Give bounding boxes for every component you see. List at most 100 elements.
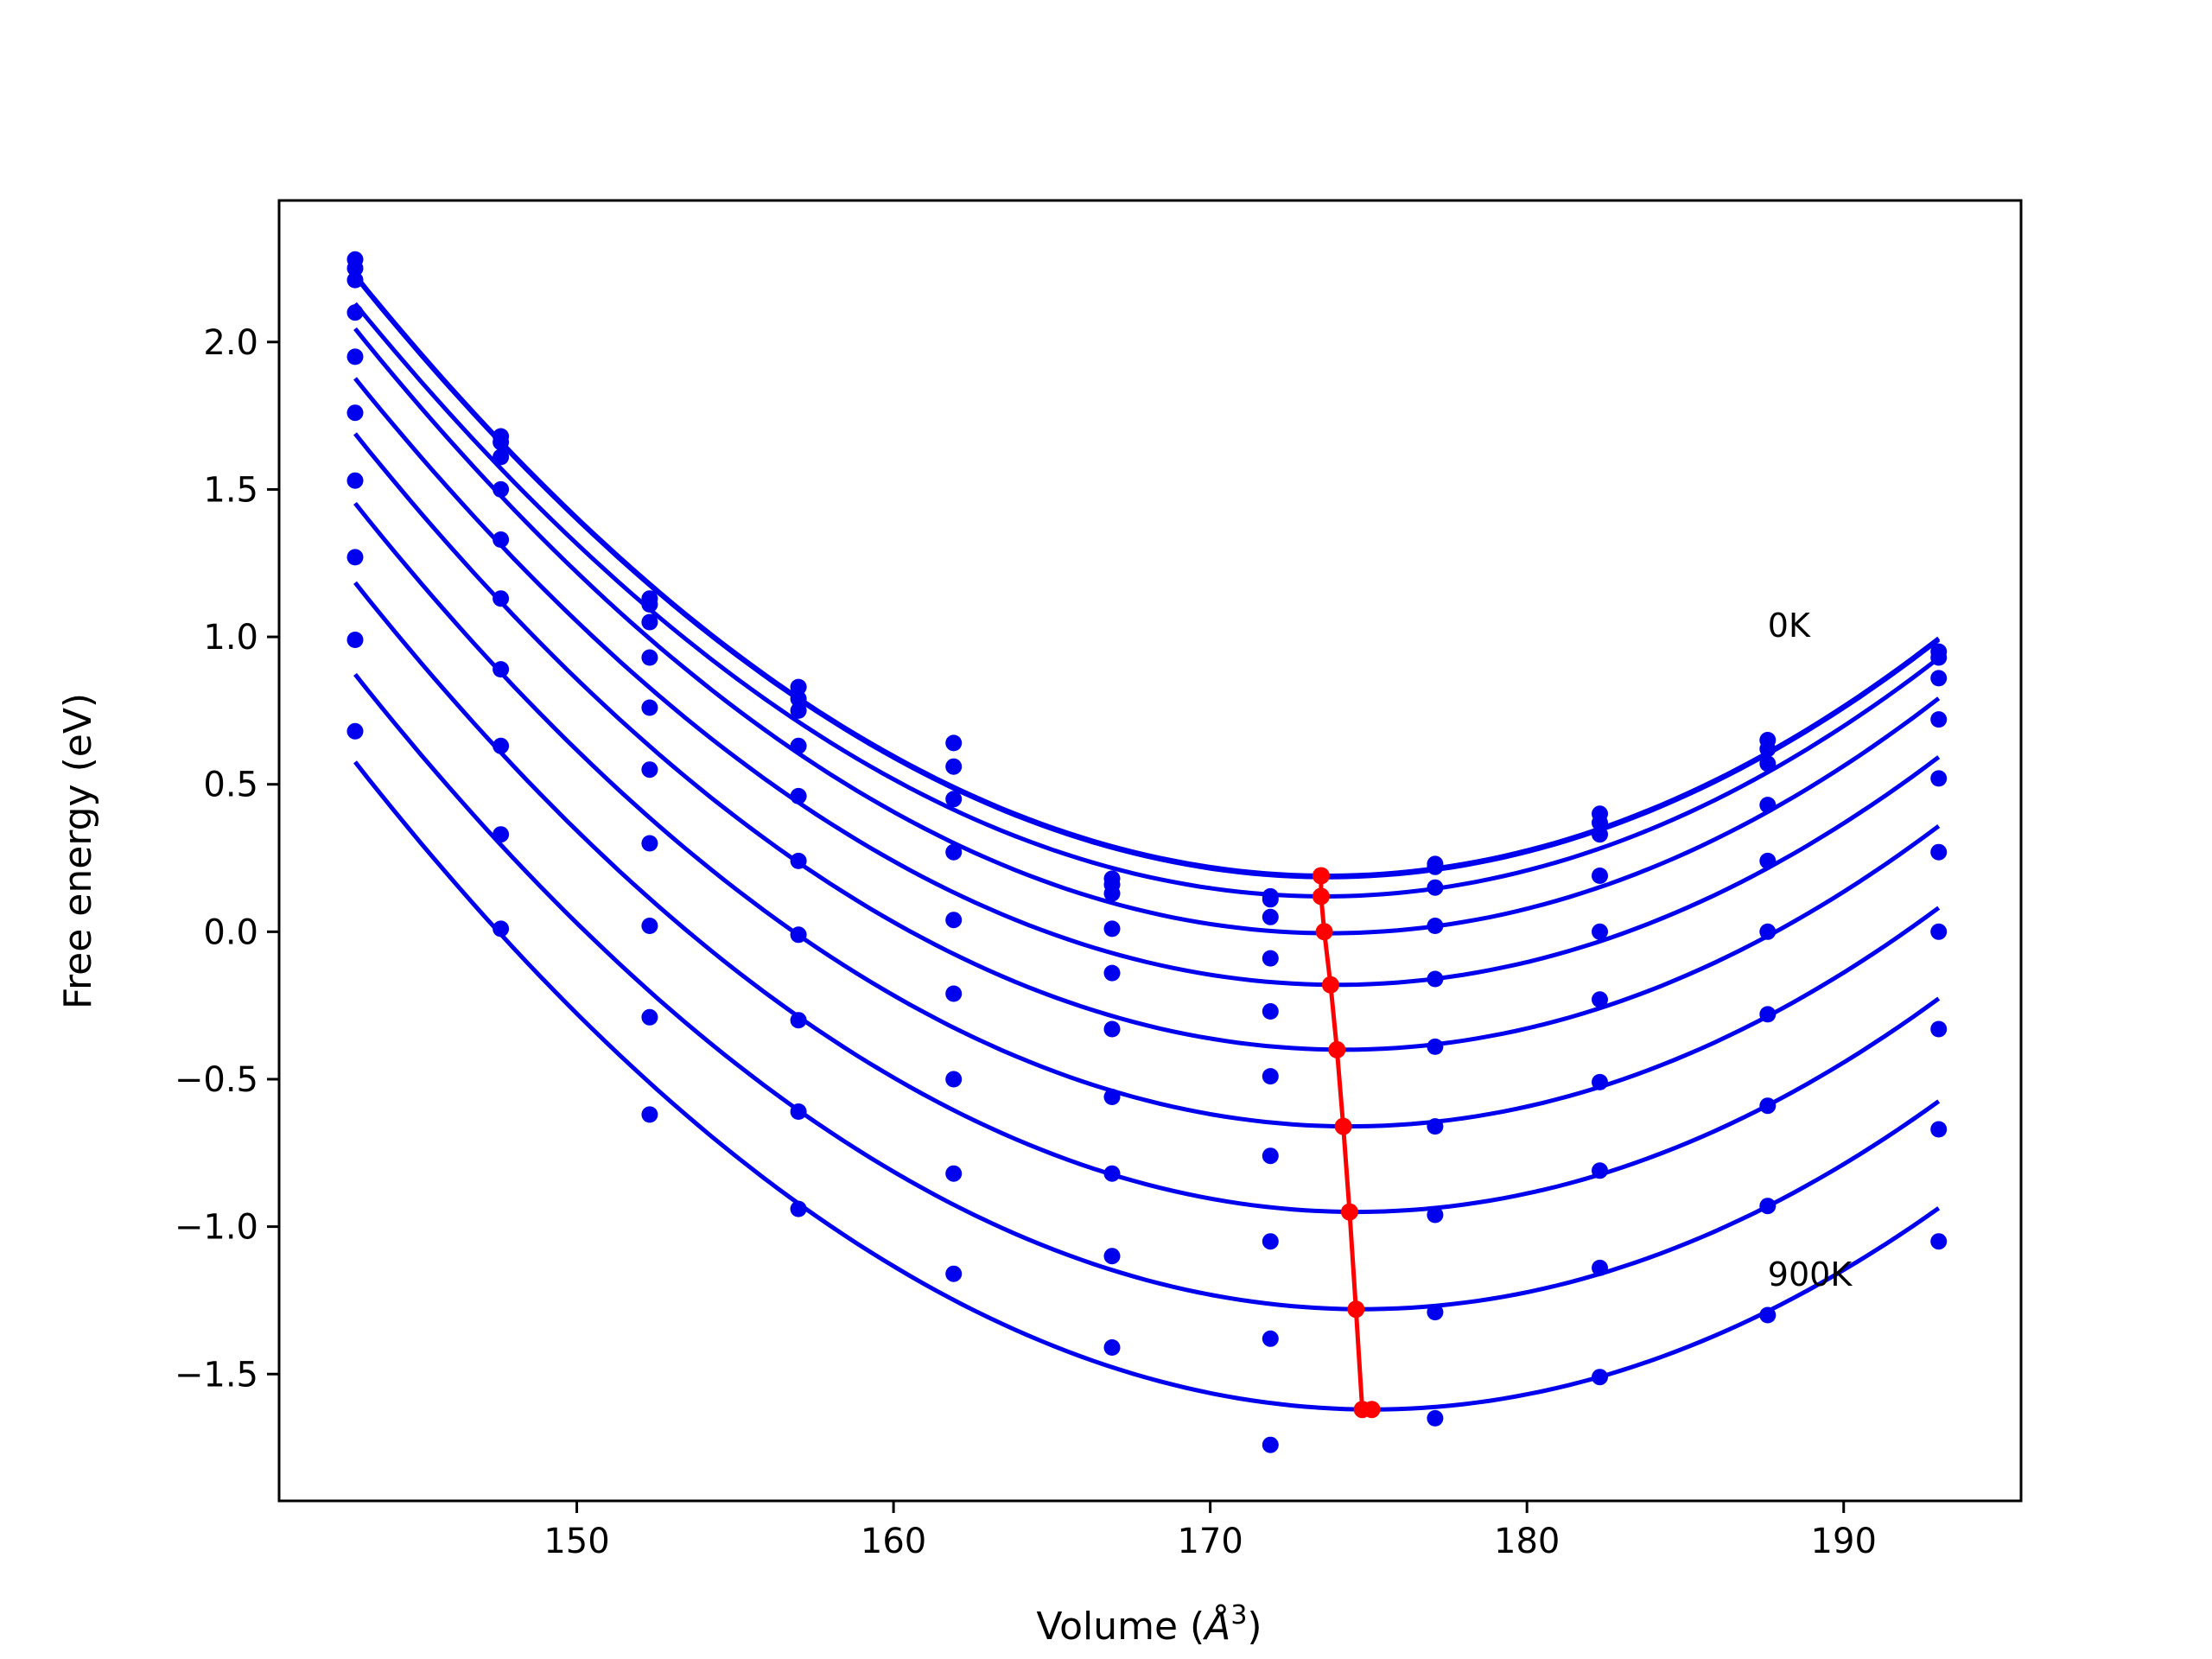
data-point-6-5 — [1103, 1089, 1121, 1105]
data-point-1-0 — [346, 260, 364, 276]
annotations: 0K 900K — [1768, 607, 1853, 1294]
x-axis-label: Volume (Å3) — [1036, 1600, 1262, 1649]
data-point-8-3 — [790, 1103, 807, 1120]
data-point-5-0 — [346, 404, 364, 422]
data-point-7-4 — [945, 1165, 963, 1182]
x-axis-label-close: ) — [1247, 1605, 1262, 1649]
x-tick-label-2: 170 — [1177, 1522, 1243, 1561]
data-point-2-2 — [641, 613, 658, 631]
data-point-5-10 — [1930, 843, 1948, 861]
data-point-8-10 — [1930, 1121, 1948, 1138]
fit-curve-4 — [353, 377, 1941, 988]
minimum-point-2 — [1315, 923, 1333, 941]
data-point-6-7 — [1427, 1118, 1444, 1135]
minimum-point-1 — [1312, 887, 1330, 906]
minimum-point-9 — [1363, 1401, 1381, 1419]
data-point-3-6 — [1262, 950, 1279, 967]
data-point-3-0 — [346, 304, 364, 321]
fit-curve-5 — [353, 432, 1941, 1052]
data-point-8-0 — [346, 632, 364, 648]
y-tick-label-4: 0.5 — [203, 766, 258, 805]
data-point-7-8 — [1592, 1162, 1608, 1179]
data-point-8-6 — [1262, 1330, 1279, 1347]
data-point-7-6 — [1262, 1233, 1279, 1250]
data-point-2-6 — [1262, 908, 1279, 925]
annotation-0: 0K — [1768, 607, 1811, 645]
minimum-point-6 — [1340, 1203, 1358, 1221]
data-point-6-8 — [1592, 1073, 1608, 1090]
data-point-5-4 — [945, 985, 963, 1002]
plot-frame — [277, 199, 2023, 1503]
data-point-7-0 — [346, 549, 364, 566]
data-point-2-0 — [346, 271, 364, 289]
y-tick-label-3: 0.0 — [203, 912, 258, 952]
data-point-8-9 — [1759, 1198, 1777, 1215]
data-point-4-4 — [945, 912, 963, 929]
data-point-2-1 — [493, 448, 510, 466]
fit-curve-6 — [353, 501, 1941, 1129]
data-point-7-7 — [1427, 1206, 1444, 1224]
x-tick-label-3: 180 — [1494, 1522, 1560, 1561]
data-point-4-1 — [493, 531, 510, 548]
data-point-3-2 — [641, 649, 658, 666]
data-point-0-3 — [790, 678, 807, 696]
data-point-8-1 — [493, 826, 510, 843]
data-point-4-7 — [1427, 970, 1444, 988]
minimum-point-4 — [1328, 1040, 1346, 1058]
data-point-5-6 — [1262, 1068, 1279, 1085]
data-point-8-2 — [641, 1008, 658, 1026]
data-point-5-1 — [493, 590, 510, 607]
data-point-2-7 — [1427, 879, 1444, 896]
y-tick-label-5: 1.0 — [203, 618, 258, 658]
data-point-4-0 — [346, 348, 364, 365]
data-point-4-9 — [1759, 852, 1777, 869]
data-point-2-4 — [945, 791, 963, 808]
data-point-1-9 — [1759, 741, 1777, 758]
data-point-5-9 — [1759, 923, 1777, 940]
minimum-energy-line — [1319, 875, 1372, 1412]
data-point-8-8 — [1592, 1259, 1608, 1276]
data-point-0-4 — [945, 734, 963, 752]
data-point-5-2 — [641, 761, 658, 779]
data-point-3-10 — [1930, 711, 1948, 728]
data-point-9-0 — [346, 722, 364, 740]
data-point-6-2 — [641, 835, 658, 852]
data-point-1-1 — [493, 434, 510, 451]
data-point-9-6 — [1262, 1436, 1279, 1453]
data-point-8-5 — [1103, 1248, 1121, 1265]
data-point-6-6 — [1262, 1147, 1279, 1165]
data-point-1-4 — [945, 758, 963, 775]
fit-curve-1 — [353, 275, 1941, 880]
plot-area — [346, 251, 1948, 1453]
data-point-3-9 — [1759, 797, 1777, 814]
data-point-3-8 — [1592, 868, 1608, 884]
data-point-2-10 — [1930, 670, 1948, 687]
x-axis-label-text: Volume ( — [1036, 1605, 1205, 1649]
data-point-4-6 — [1262, 1003, 1279, 1020]
data-point-7-1 — [493, 737, 510, 754]
minimum-point-7 — [1347, 1300, 1365, 1319]
x-tick-label-4: 190 — [1811, 1522, 1877, 1561]
data-point-9-2 — [641, 1106, 658, 1123]
data-point-4-5 — [1103, 964, 1121, 982]
minimum-point-3 — [1321, 976, 1339, 994]
data-point-4-10 — [1930, 770, 1948, 787]
data-point-6-1 — [493, 661, 510, 678]
data-point-4-3 — [790, 787, 807, 804]
data-point-3-7 — [1427, 918, 1444, 934]
minimum-point-0 — [1312, 867, 1330, 885]
data-point-3-1 — [493, 480, 510, 498]
data-point-1-2 — [641, 596, 658, 613]
x-tick-label-1: 160 — [861, 1522, 926, 1561]
y-tick-label-2: −0.5 — [175, 1060, 258, 1100]
data-point-9-5 — [1103, 1339, 1121, 1356]
data-point-7-9 — [1759, 1097, 1777, 1115]
data-point-8-4 — [945, 1265, 963, 1282]
data-point-3-4 — [945, 843, 963, 861]
axis-ticks: 150 160 170 180 190 −1.5 −1.0 −0.5 0.0 0.5 1.0 1.5 2… — [175, 323, 1877, 1561]
data-point-9-1 — [493, 920, 510, 938]
data-point-5-7 — [1427, 1038, 1444, 1055]
data-point-7-3 — [790, 1012, 807, 1029]
